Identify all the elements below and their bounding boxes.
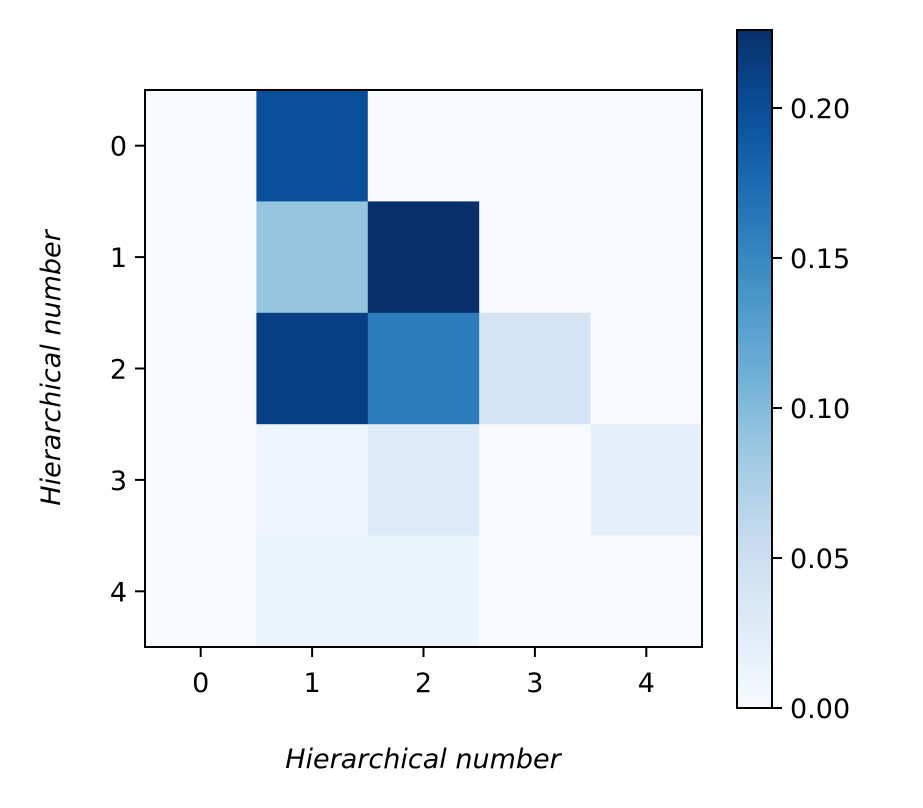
colorbar-tick-label-3: 0.15	[790, 244, 850, 275]
y-tick-label-1: 1	[110, 243, 127, 274]
heatmap-cells	[145, 90, 703, 648]
heatmap-cell-1-2	[367, 201, 480, 314]
heatmap-cell-1-3	[479, 201, 592, 314]
colorbar-ticks: 0.00 0.05 0.10 0.15 0.20	[772, 94, 850, 725]
heatmap-cell-0-0	[145, 90, 257, 202]
heatmap-cell-1-1	[256, 201, 369, 314]
y-tick-label-2: 2	[110, 355, 127, 386]
y-tick-label-0: 0	[110, 132, 127, 163]
heatmap-cell-1-0	[145, 201, 257, 314]
x-tick-label-4: 4	[638, 668, 655, 699]
heatmap-cell-1-4	[590, 201, 703, 314]
x-tick-label-0: 0	[192, 668, 209, 699]
heatmap-cell-0-4	[590, 90, 703, 202]
heatmap-cell-2-2	[367, 312, 480, 425]
heatmap-cell-2-4	[590, 312, 703, 425]
heatmap-cell-4-2	[367, 535, 480, 648]
heatmap-cell-0-2	[367, 90, 480, 202]
heatmap-cell-0-3	[479, 90, 592, 202]
colorbar	[736, 29, 773, 709]
colorbar-tick-label-4: 0.20	[790, 94, 850, 125]
colorbar-tick-label-0: 0.00	[790, 694, 850, 725]
heatmap-cell-3-3	[479, 424, 592, 537]
colorbar-tick-label-1: 0.05	[790, 544, 850, 575]
heatmap-cell-3-4	[590, 424, 703, 537]
heatmap-cell-2-0	[145, 312, 257, 425]
y-axis-ticks: 0 1 2 3 4	[110, 132, 145, 608]
y-tick-label-3: 3	[110, 466, 127, 497]
y-tick-label-4: 4	[110, 577, 127, 608]
colorbar-tick-label-2: 0.10	[790, 394, 850, 425]
x-tick-label-3: 3	[526, 668, 543, 699]
heatmap-cell-2-1	[256, 312, 369, 425]
y-axis-label: Hierarchical number	[36, 228, 67, 505]
x-axis-ticks: 0 1 2 3 4	[192, 647, 655, 699]
heatmap-cell-3-0	[145, 424, 257, 537]
heatmap-cell-3-1	[256, 424, 369, 537]
x-axis-label: Hierarchical number	[285, 744, 562, 775]
heatmap-cell-4-1	[256, 535, 369, 648]
heatmap-cell-3-2	[367, 424, 480, 537]
heatmap-cell-4-4	[590, 535, 703, 648]
heatmap-cell-0-1	[256, 90, 369, 202]
heatmap-cell-4-0	[145, 535, 257, 648]
x-tick-label-1: 1	[304, 668, 321, 699]
x-tick-label-2: 2	[415, 668, 432, 699]
heatmap-cell-4-3	[479, 535, 592, 648]
heatmap-cell-2-3	[479, 312, 592, 425]
